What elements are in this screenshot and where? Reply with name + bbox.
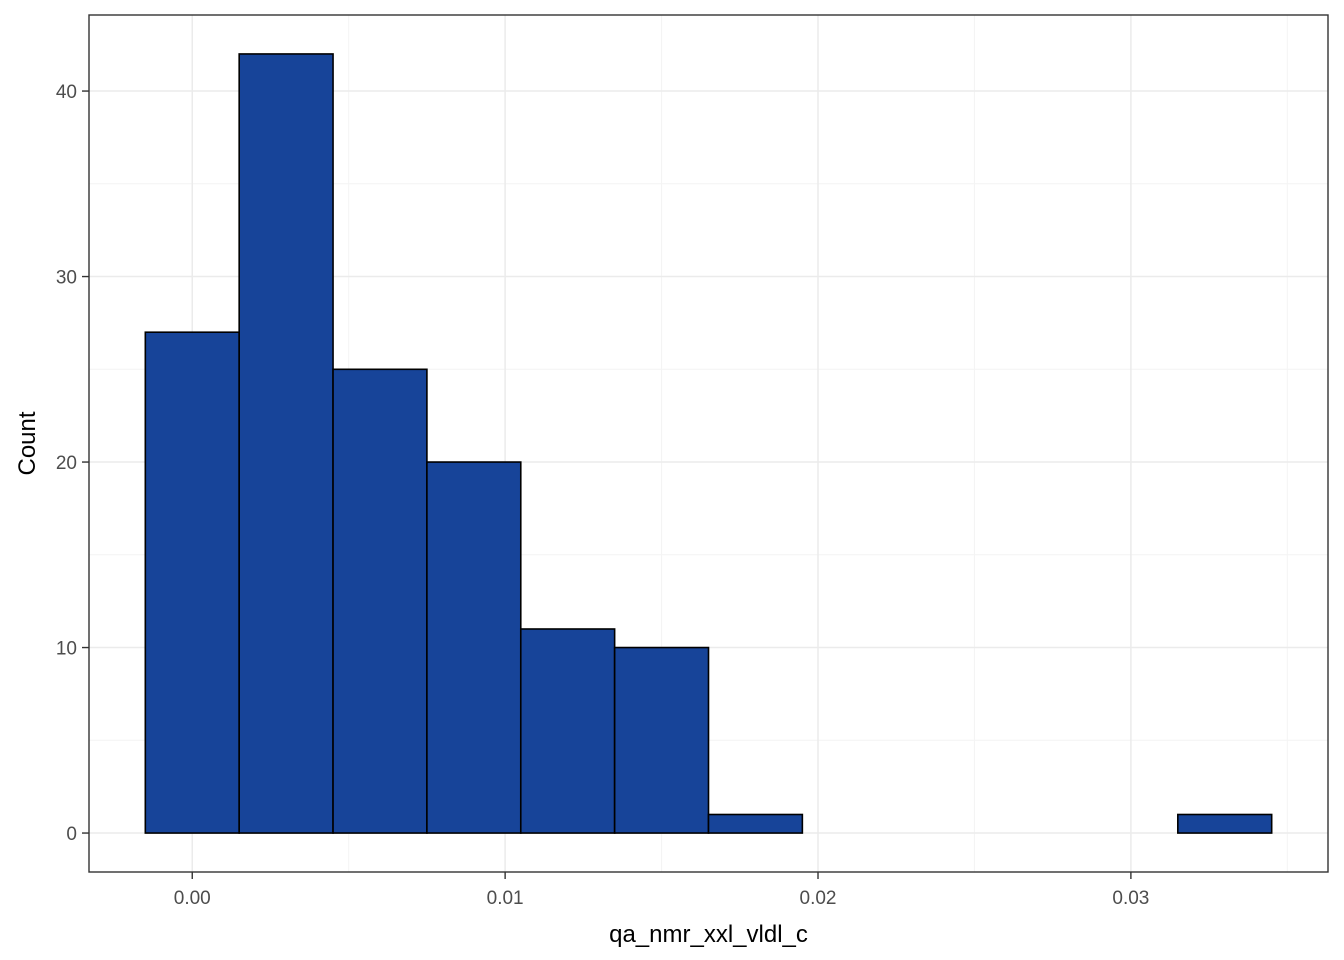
y-tick-label: 10 [56, 639, 77, 660]
x-axis-ticks: 0.00 0.01 0.02 0.03 [174, 872, 1149, 909]
y-tick-label: 40 [56, 82, 77, 103]
histogram-bar [426, 461, 522, 834]
histogram-bar [519, 628, 616, 834]
x-axis-title: qa_nmr_xxl_vldl_c [609, 921, 808, 948]
x-tick-label: 0.02 [800, 888, 837, 909]
y-tick-label: 0 [66, 824, 77, 845]
y-tick-label: 30 [56, 268, 77, 289]
histogram-bar [332, 368, 428, 834]
histogram-bar [1177, 813, 1273, 834]
panel-border [88, 14, 1329, 873]
histogram-bar [144, 331, 240, 834]
histogram-bar [613, 646, 710, 834]
y-axis-ticks: 0 10 20 30 40 [56, 82, 89, 845]
y-tick-label: 20 [56, 453, 77, 474]
histogram-bar [707, 813, 804, 834]
histogram-bar [238, 53, 334, 834]
y-axis-title: Count [14, 411, 41, 475]
x-tick-label: 0.00 [174, 888, 211, 909]
histogram-bars [144, 53, 1273, 834]
x-tick-label: 0.01 [487, 888, 524, 909]
x-tick-label: 0.03 [1112, 888, 1149, 909]
